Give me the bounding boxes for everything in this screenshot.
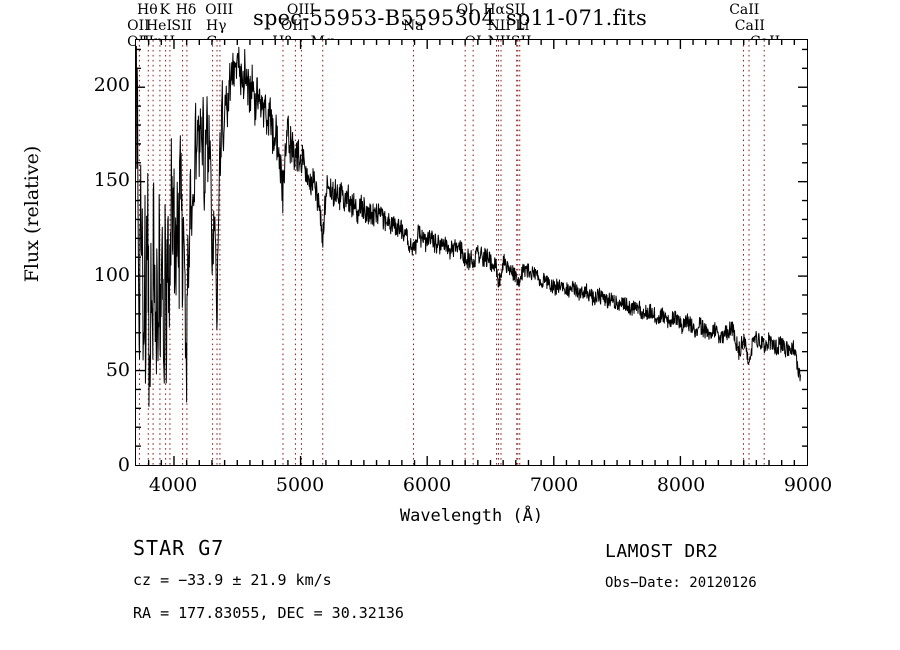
spectral-line-label: OII — [127, 18, 150, 34]
line-markers — [138, 40, 765, 465]
x-tick-label: 9000 — [783, 474, 833, 496]
spectral-line-label: HαSII — [483, 2, 526, 18]
spectral-line-label: SII — [171, 18, 193, 34]
observation-date-text: Obs−Date: 20120126 — [605, 575, 757, 591]
spectral-line-label: Hθ — [136, 2, 158, 18]
x-tick-label: 4000 — [148, 474, 198, 496]
y-axis-ticklabels: 0 50 100 150 200 — [62, 39, 130, 475]
y-tick-label: 150 — [93, 169, 130, 192]
spectral-line-label: OIII — [280, 18, 309, 34]
spectral-line-label: CaII — [729, 2, 760, 18]
x-tick-label: 8000 — [656, 474, 706, 496]
axis-ticks — [136, 40, 807, 465]
spectral-line-label: Hγ — [205, 18, 227, 34]
x-tick-label: 7000 — [529, 474, 579, 496]
x-axis-label: Wavelength (Å) — [399, 506, 544, 526]
spectral-line-label: HeI — [145, 18, 172, 34]
y-tick-label: 0 — [117, 454, 130, 476]
y-axis-label: Flux (relative) — [21, 145, 43, 283]
x-tick-label: 6000 — [402, 474, 452, 496]
spectral-line-label: CaII — [734, 18, 765, 34]
spectrum-plot-svg — [136, 40, 807, 465]
x-tick-label: 5000 — [275, 474, 325, 496]
object-class-text: STAR G7 — [133, 536, 225, 560]
spectral-line-label: Na — [403, 18, 424, 34]
x-axis-ticklabels: 4000 5000 6000 7000 8000 9000 — [135, 474, 832, 500]
y-tick-label: 200 — [93, 74, 130, 97]
redshift-velocity-text: cz = −33.9 ± 21.9 km/s — [133, 571, 332, 589]
spectral-line-label: OI — [456, 2, 474, 18]
spectral-line-label: Hδ — [175, 2, 197, 18]
plot-area — [135, 39, 808, 466]
spectral-line-label: K — [159, 2, 170, 18]
survey-name-text: LAMOST DR2 — [605, 541, 719, 562]
y-tick-label: 100 — [93, 264, 130, 287]
page-title: spec-55953-B5595304_sp11-071.fits — [253, 6, 647, 30]
spectral-line-label: OIII — [286, 2, 315, 18]
spectral-line-label: OIII — [205, 2, 234, 18]
spectral-line-label: NII Li — [487, 18, 530, 34]
coordinates-text: RA = 177.83055, DEC = 30.32136 — [133, 604, 404, 622]
y-tick-label: 50 — [105, 359, 130, 382]
spectrum-trace — [136, 45, 801, 407]
